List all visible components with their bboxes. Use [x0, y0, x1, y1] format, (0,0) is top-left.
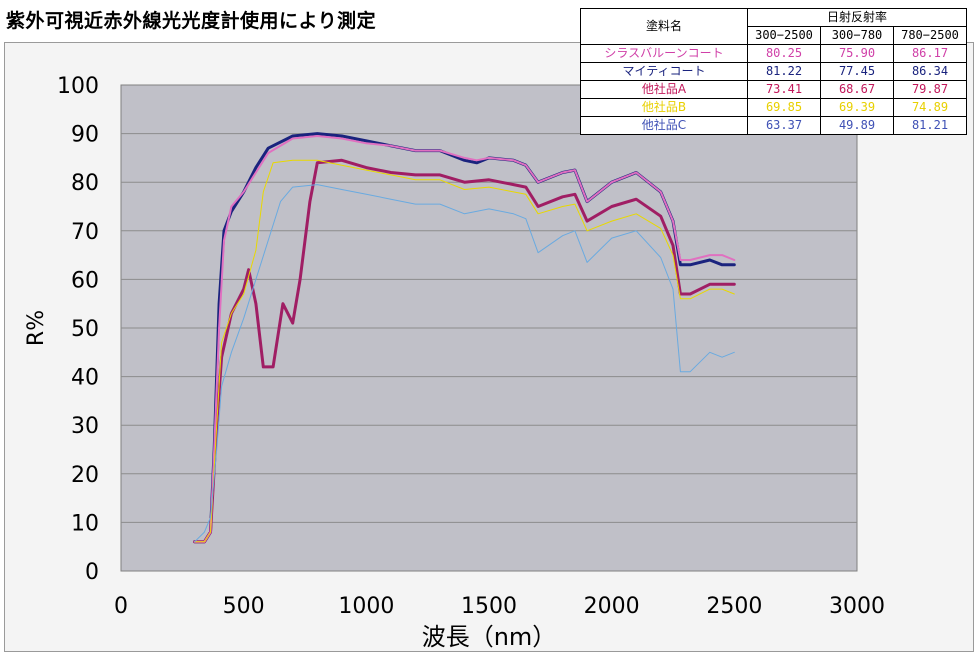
row-value: 74.89: [893, 98, 967, 117]
row-value: 69.39: [820, 98, 894, 117]
y-axis-label: R%: [24, 310, 49, 346]
x-axis-label: 波長（nm）: [422, 623, 557, 651]
reflectance-table: 塗料名 日射反射率 300−2500 300−780 780−2500 シラスバ…: [580, 8, 967, 135]
row-name: 他社品C: [580, 116, 748, 135]
row-value: 79.87: [893, 80, 967, 99]
series-line-2: [193, 158, 736, 544]
y-tick-label: 10: [71, 511, 99, 536]
y-tick-label: 90: [71, 123, 99, 148]
row-value: 81.22: [747, 62, 821, 81]
row-name: マイティコート: [580, 62, 748, 81]
y-tick-label: 80: [71, 171, 99, 196]
table-header-row: 塗料名 日射反射率: [580, 8, 967, 45]
y-tick-label: 30: [71, 414, 99, 439]
x-tick-label: 2500: [706, 594, 762, 619]
row-value: 49.89: [820, 116, 894, 135]
x-tick-label: 3000: [829, 594, 885, 619]
y-tick-label: 20: [71, 463, 99, 488]
row-value: 81.21: [893, 116, 967, 135]
row-name: 他社品A: [580, 80, 748, 99]
y-tick-label: 50: [71, 317, 99, 342]
y-tick-label: 40: [71, 366, 99, 391]
table-row: 他社品B 69.85 69.39 74.89: [580, 98, 967, 117]
series-line-0: [193, 135, 736, 543]
y-tick-label: 0: [85, 560, 99, 585]
page-title: 紫外可視近赤外線光光度計使用により測定: [6, 10, 377, 32]
x-tick-label: 0: [114, 594, 128, 619]
row-value: 73.41: [747, 80, 821, 99]
row-value: 86.17: [893, 44, 967, 63]
x-tick-label: 500: [223, 594, 265, 619]
table-row: シラスバルーンコート 80.25 75.90 86.17: [580, 44, 967, 63]
header-paint-name: 塗料名: [580, 8, 748, 45]
row-name: 他社品B: [580, 98, 748, 117]
x-tick-label: 2000: [584, 594, 640, 619]
chart-frame: 0 10 20 30 40 50 60 70 80 90 100 0 500 1000 1500 2000 25…: [4, 42, 974, 652]
series-line-3: [194, 159, 735, 543]
table-row: 他社品A 73.41 68.67 79.87: [580, 80, 967, 99]
row-value: 77.45: [820, 62, 894, 81]
row-value: 68.67: [820, 80, 894, 99]
row-value: 80.25: [747, 44, 821, 63]
row-name: シラスバルーンコート: [580, 44, 748, 63]
table-row: マイティコート 81.22 77.45 86.34: [580, 62, 967, 81]
series-line-4: [194, 184, 735, 543]
table-row: 他社品C 63.37 49.89 81.21: [580, 116, 967, 135]
header-solar-reflectance: 日射反射率: [747, 8, 967, 27]
table-range-row: 300−2500 300−780 780−2500: [581, 26, 967, 45]
row-value: 69.85: [747, 98, 821, 117]
y-tick-label: 100: [57, 74, 99, 99]
row-value: 86.34: [893, 62, 967, 81]
row-value: 75.90: [820, 44, 894, 63]
header-range-780-2500: 780−2500: [893, 26, 967, 45]
y-tick-label: 70: [71, 220, 99, 245]
x-tick-label: 1500: [461, 594, 517, 619]
y-tick-label: 60: [71, 268, 99, 293]
x-tick-label: 1000: [338, 594, 394, 619]
row-value: 63.37: [747, 116, 821, 135]
header-range-300-2500: 300−2500: [747, 26, 821, 45]
header-range-300-780: 300−780: [820, 26, 894, 45]
